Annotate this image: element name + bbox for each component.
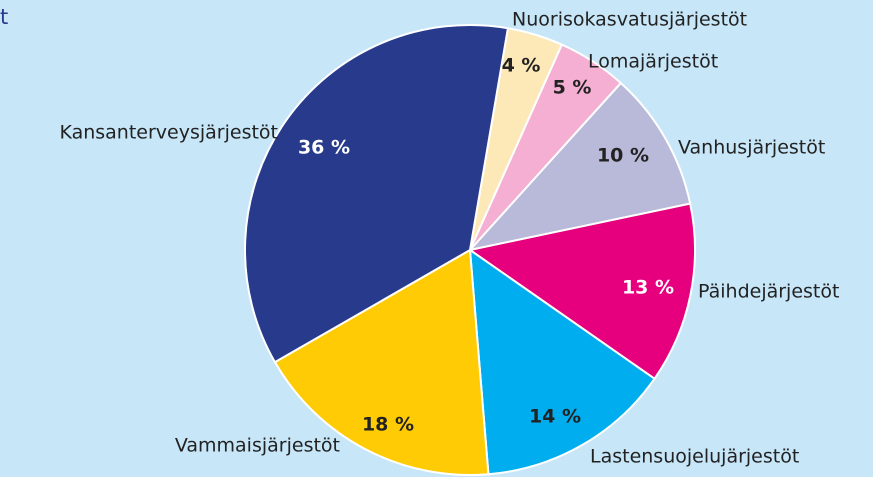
value-label: 13 %	[622, 277, 674, 299]
pie-slice	[468, 247, 656, 476]
category-label: Lastensuojelujärjestöt	[590, 446, 799, 468]
pie-slice	[467, 202, 696, 381]
pie-slice	[273, 248, 490, 476]
category-label: Vanhusjärjestöt	[678, 137, 825, 159]
category-label: Vammaisjärjestöt	[175, 435, 340, 457]
category-label: Nuorisokasvatusjärjestöt	[512, 9, 747, 31]
value-label: 18 %	[362, 414, 414, 436]
category-label: Päihdejärjestöt	[698, 281, 839, 303]
value-label: 36 %	[298, 137, 350, 159]
pie-slice	[244, 24, 510, 364]
value-label: 5 %	[553, 77, 592, 99]
value-label: 10 %	[597, 145, 649, 167]
chart-title: t	[0, 5, 8, 29]
category-label: Kansanterveysjärjestöt	[59, 122, 278, 144]
value-label: 14 %	[529, 406, 581, 428]
value-label: 4 %	[502, 55, 541, 77]
category-label: Lomajärjestöt	[588, 51, 718, 73]
pie-slice	[467, 81, 692, 252]
